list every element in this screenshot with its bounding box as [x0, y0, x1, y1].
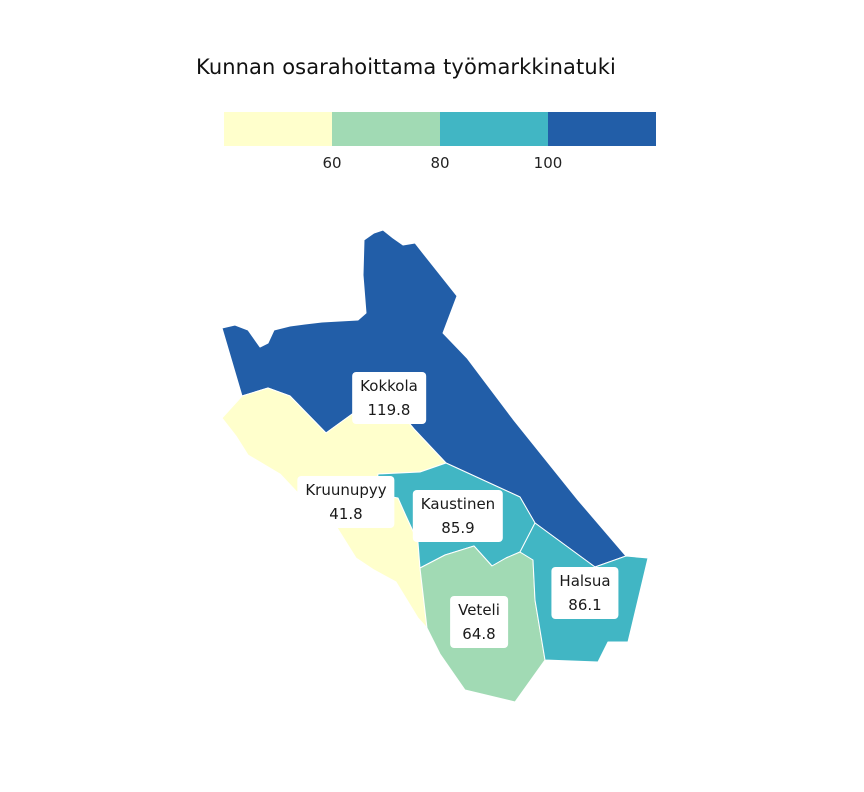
label-veteli: Veteli 64.8: [450, 596, 508, 648]
label-kruunupyy: Kruunupyy 41.8: [297, 476, 395, 528]
label-kaustinen: Kaustinen 85.9: [412, 490, 504, 542]
label-kaustinen-value: 85.9: [441, 519, 475, 537]
label-kruunupyy-name: Kruunupyy: [305, 481, 387, 499]
legend-swatch-3: [440, 112, 548, 146]
legend-tick-80: 80: [430, 154, 450, 172]
label-halsua-name: Halsua: [559, 572, 611, 590]
label-halsua: Halsua 86.1: [551, 567, 619, 619]
map-title: Kunnan osarahoittama työmarkkinatuki: [196, 55, 616, 79]
label-veteli-value: 64.8: [462, 625, 496, 643]
label-kruunupyy-value: 41.8: [329, 505, 363, 523]
color-legend: [224, 112, 656, 146]
legend-swatch-1: [224, 112, 332, 146]
label-halsua-value: 86.1: [568, 596, 602, 614]
legend-tick-60: 60: [322, 154, 342, 172]
label-kokkola-name: Kokkola: [360, 377, 418, 395]
legend-swatch-4: [548, 112, 656, 146]
legend-swatch-2: [332, 112, 440, 146]
legend-tick-100: 100: [533, 154, 563, 172]
label-kokkola: Kokkola 119.8: [352, 372, 426, 424]
label-kokkola-value: 119.8: [367, 401, 411, 419]
label-kaustinen-name: Kaustinen: [420, 495, 496, 513]
label-veteli-name: Veteli: [458, 601, 500, 619]
